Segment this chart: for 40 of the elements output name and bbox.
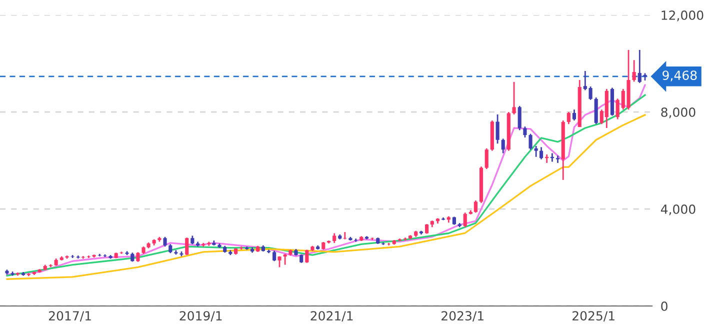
y-tick-label: 4,000 — [660, 204, 696, 216]
ref-line-label: 9,468 — [662, 70, 697, 82]
candlestick — [70, 254, 74, 259]
candlestick — [588, 86, 592, 101]
candlestick — [343, 231, 347, 240]
candlestick — [305, 249, 309, 264]
candlestick — [566, 111, 570, 125]
candlestick — [523, 126, 527, 138]
x-tick-label: 2017/1 — [48, 311, 91, 322]
y-tick-label: 8,000 — [661, 107, 696, 118]
candlestick — [136, 251, 140, 263]
candlestick — [528, 133, 532, 150]
candlestick — [185, 236, 189, 256]
candlestick — [512, 81, 516, 116]
candlestick — [539, 146, 544, 160]
candlestick — [283, 253, 287, 266]
candlestick — [534, 145, 538, 158]
candlestick — [98, 253, 102, 257]
candlestick — [572, 108, 576, 122]
candlestick — [501, 138, 505, 154]
y-tick-label: 12,000 — [662, 10, 704, 22]
candlestick — [370, 236, 374, 241]
candlestick — [484, 148, 488, 170]
y-tick-label: 0 — [661, 301, 668, 311]
x-tick-label: 2021/1 — [310, 311, 353, 322]
candlestick — [616, 98, 620, 120]
candlestick — [518, 105, 522, 131]
candlestick — [332, 232, 336, 244]
candlestick — [583, 70, 587, 91]
candlestick — [163, 236, 167, 248]
candlestick — [632, 59, 636, 82]
candlestick — [86, 254, 90, 259]
x-tick-label: 2019/1 — [180, 311, 222, 322]
candlestick — [463, 212, 467, 228]
candlestick — [272, 250, 276, 262]
candlestick — [556, 154, 560, 164]
candlestick — [474, 200, 478, 214]
candlestick — [496, 114, 500, 144]
x-tick-label: 2025/1 — [572, 311, 614, 322]
x-tick-label: 2023/1 — [442, 311, 484, 322]
